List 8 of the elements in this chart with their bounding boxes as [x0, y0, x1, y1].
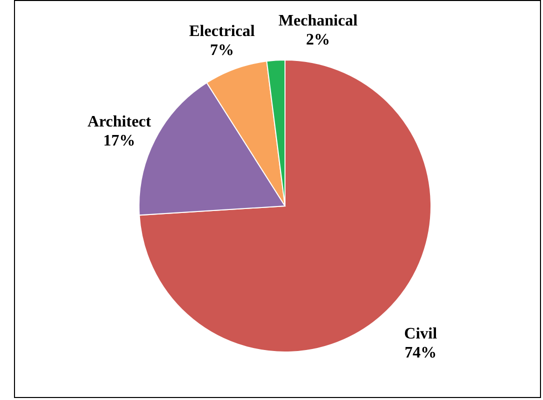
data-label: 17% — [103, 132, 136, 150]
slice-label: Mechanical — [278, 12, 358, 30]
data-label: 74% — [404, 344, 437, 362]
slice-label: Electrical — [189, 22, 256, 40]
data-label: 7% — [210, 42, 234, 59]
slice-label: Architect — [87, 114, 152, 131]
data-label: 2% — [306, 31, 330, 48]
slice-label: Civil — [404, 325, 438, 342]
